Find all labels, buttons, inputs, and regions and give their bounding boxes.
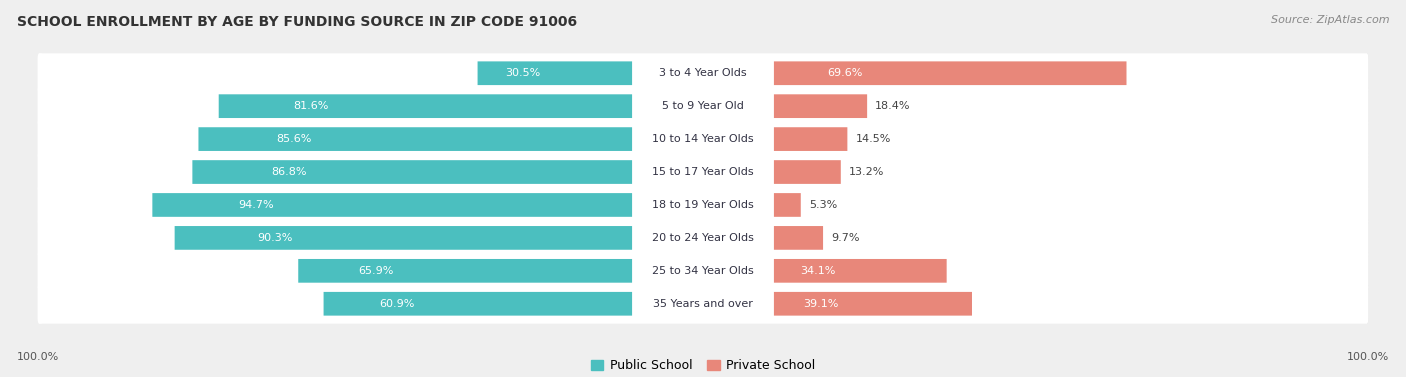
Text: 90.3%: 90.3% [257,233,292,243]
Text: 5 to 9 Year Old: 5 to 9 Year Old [662,101,744,111]
FancyBboxPatch shape [38,152,1368,192]
Text: 18.4%: 18.4% [875,101,911,111]
FancyBboxPatch shape [478,61,633,85]
Text: 86.8%: 86.8% [271,167,307,177]
FancyBboxPatch shape [773,94,868,118]
Text: 35 Years and over: 35 Years and over [652,299,754,309]
Text: Source: ZipAtlas.com: Source: ZipAtlas.com [1271,15,1389,25]
Text: 9.7%: 9.7% [831,233,859,243]
FancyBboxPatch shape [219,94,633,118]
Text: 65.9%: 65.9% [359,266,394,276]
FancyBboxPatch shape [193,160,633,184]
Text: 14.5%: 14.5% [855,134,891,144]
FancyBboxPatch shape [38,53,1368,93]
Text: 15 to 17 Year Olds: 15 to 17 Year Olds [652,167,754,177]
FancyBboxPatch shape [41,218,1368,258]
FancyBboxPatch shape [773,160,841,184]
FancyBboxPatch shape [323,292,633,316]
FancyBboxPatch shape [773,61,1126,85]
FancyBboxPatch shape [773,193,801,217]
Text: 30.5%: 30.5% [505,68,541,78]
FancyBboxPatch shape [152,193,633,217]
FancyBboxPatch shape [38,251,1368,291]
FancyBboxPatch shape [773,259,946,283]
FancyBboxPatch shape [38,119,1368,159]
Text: 85.6%: 85.6% [277,134,312,144]
FancyBboxPatch shape [298,259,633,283]
FancyBboxPatch shape [38,185,1368,225]
FancyBboxPatch shape [41,185,1368,225]
Legend: Public School, Private School: Public School, Private School [586,354,820,377]
FancyBboxPatch shape [198,127,633,151]
Text: 100.0%: 100.0% [1347,352,1389,362]
Text: 25 to 34 Year Olds: 25 to 34 Year Olds [652,266,754,276]
FancyBboxPatch shape [773,226,823,250]
Text: SCHOOL ENROLLMENT BY AGE BY FUNDING SOURCE IN ZIP CODE 91006: SCHOOL ENROLLMENT BY AGE BY FUNDING SOUR… [17,15,576,29]
FancyBboxPatch shape [773,292,972,316]
FancyBboxPatch shape [41,284,1368,324]
FancyBboxPatch shape [38,284,1368,324]
Text: 34.1%: 34.1% [800,266,835,276]
Text: 94.7%: 94.7% [239,200,274,210]
Text: 81.6%: 81.6% [292,101,329,111]
Text: 20 to 24 Year Olds: 20 to 24 Year Olds [652,233,754,243]
Text: 3 to 4 Year Olds: 3 to 4 Year Olds [659,68,747,78]
FancyBboxPatch shape [41,119,1368,159]
FancyBboxPatch shape [773,127,848,151]
Text: 5.3%: 5.3% [808,200,837,210]
FancyBboxPatch shape [41,152,1368,192]
Text: 100.0%: 100.0% [17,352,59,362]
Text: 13.2%: 13.2% [849,167,884,177]
FancyBboxPatch shape [38,86,1368,126]
Text: 39.1%: 39.1% [804,299,839,309]
FancyBboxPatch shape [38,218,1368,258]
Text: 69.6%: 69.6% [827,68,862,78]
FancyBboxPatch shape [41,53,1368,93]
Text: 18 to 19 Year Olds: 18 to 19 Year Olds [652,200,754,210]
FancyBboxPatch shape [41,251,1368,291]
Text: 60.9%: 60.9% [380,299,415,309]
FancyBboxPatch shape [174,226,633,250]
FancyBboxPatch shape [41,86,1368,126]
Text: 10 to 14 Year Olds: 10 to 14 Year Olds [652,134,754,144]
